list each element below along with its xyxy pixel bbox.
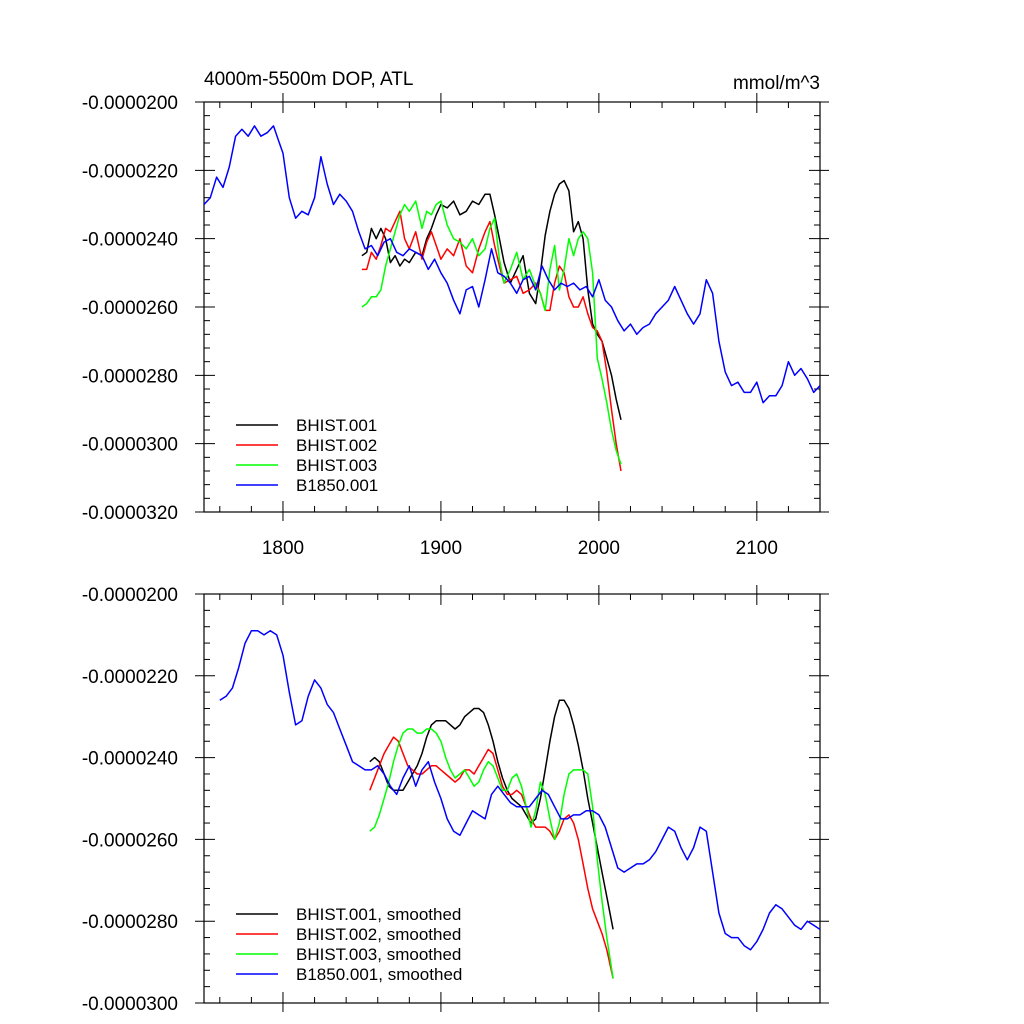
panel-2: -0.0000200 -0.0000220 -0.0000240 -0.0000260…: [82, 585, 829, 1015]
y-tick-label: -0.0000280: [82, 912, 178, 933]
legend-entry: BHIST.002: [296, 436, 377, 455]
y-tick-label: -0.0000300: [82, 994, 178, 1015]
y-tick-label: -0.0000280: [82, 366, 178, 387]
legend-entry: BHIST.003: [296, 456, 377, 475]
y-axis-ticks: -0.0000200 -0.0000220 -0.0000240 -0.0000260…: [82, 93, 829, 524]
series-line-bhist-002: [361, 210, 622, 472]
x-tick-label: 1800: [262, 538, 304, 559]
y-tick-label: -0.0000260: [82, 298, 178, 319]
y-tick-label: -0.0000240: [82, 749, 178, 770]
legend-entry: BHIST.002, smoothed: [296, 925, 461, 944]
y-tick-label: -0.0000200: [82, 585, 178, 606]
series-line-bhist-003: [361, 200, 622, 465]
y-tick-label: -0.0000220: [82, 161, 178, 182]
panel-1: 1800 1900 2000 2100-0.0000200-0.0000220-0.0…: [82, 69, 829, 559]
x-tick-label: 2100: [736, 538, 778, 559]
y-tick-label: -0.0000320: [82, 503, 178, 524]
x-tick-label: 2000: [578, 538, 620, 559]
legend-entry: BHIST.003, smoothed: [296, 945, 461, 964]
units-label: mmol/m^3: [733, 73, 820, 94]
x-tick-label: 1900: [420, 538, 462, 559]
y-tick-label: -0.0000260: [82, 830, 178, 851]
plot-frame: [203, 593, 821, 1004]
x-axis-ticks: 1800 1900 2000 2100: [219, 93, 821, 559]
y-tick-label: -0.0000200: [82, 93, 178, 114]
series-line-b1850-001-smoothed: [219, 630, 820, 951]
legend-entry: B1850.001, smoothed: [296, 965, 462, 984]
series-line-b1850-001: [204, 125, 820, 404]
y-tick-label: -0.0000220: [82, 667, 178, 688]
series-group: [219, 630, 820, 979]
y-axis-ticks: -0.0000200 -0.0000220 -0.0000240 -0.0000260…: [82, 585, 829, 1015]
y-tick-label: -0.0000240: [82, 230, 178, 251]
legend-entry: B1850.001: [296, 476, 378, 495]
chart-title: 4000m-5500m DOP, ATL: [204, 69, 413, 90]
y-tick-label: -0.0000300: [82, 435, 178, 456]
legend-entry: BHIST.001: [296, 416, 377, 435]
legend-entry: BHIST.001, smoothed: [296, 905, 461, 924]
series-line-bhist-001-smoothed: [369, 699, 614, 930]
series-line-bhist-003-smoothed: [369, 728, 614, 979]
series-group: [204, 125, 820, 472]
x-axis-ticks: [219, 585, 821, 1012]
